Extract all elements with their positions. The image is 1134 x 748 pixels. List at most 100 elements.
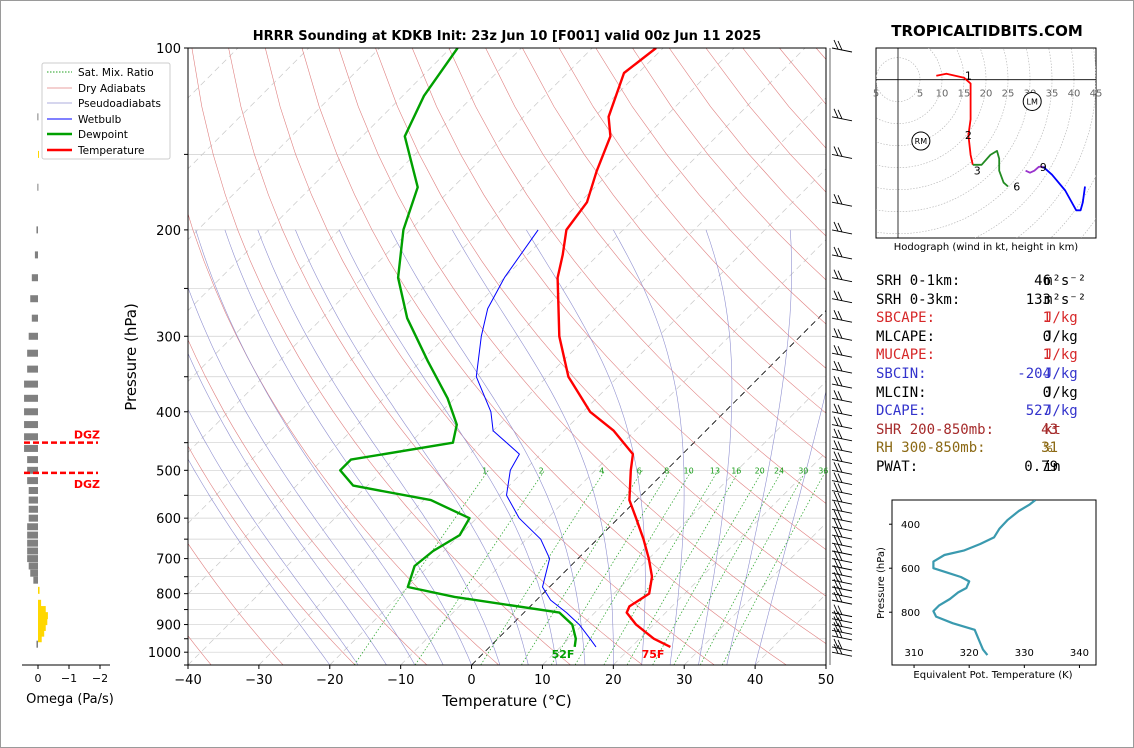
barb-flag (837, 40, 843, 51)
storm-motion-label: RM (915, 137, 928, 146)
barb-flag (833, 542, 839, 553)
dry-adiabat-line (595, 48, 826, 325)
hodograph-segment (972, 149, 1009, 188)
omega-bar (27, 523, 38, 531)
legend-label-temperature: Temperature (77, 145, 145, 157)
wind-barb (831, 472, 853, 486)
wind-barb (831, 542, 853, 556)
wind-barbs (829, 39, 853, 665)
omega-bar (27, 456, 38, 464)
barb-flag (833, 557, 839, 568)
wind-barb (831, 591, 853, 605)
omega-bar (30, 295, 38, 303)
stat-value: 0.79 (1024, 458, 1058, 475)
dgz-label: DGZ (74, 478, 100, 491)
dry-adiabat-line (265, 48, 715, 665)
barb-flag (833, 39, 839, 50)
stat-unit: J/kg (1044, 384, 1078, 401)
dry-adiabat-line (188, 445, 356, 665)
wind-barb (831, 328, 853, 341)
stat-unit: J/kg (1044, 403, 1078, 420)
wind-barb (831, 509, 853, 523)
omega-x-tick-label: −1 (61, 672, 77, 685)
barb-flag (837, 247, 843, 258)
stat-row: MLCAPE: 0 J/kg (876, 328, 1106, 347)
legend-label-mixratio: Sat. Mix. Ratio (78, 67, 154, 79)
barb-flag (833, 622, 839, 632)
omega-bar (38, 629, 45, 637)
omega-ticks: 0 −1 −2 (35, 665, 108, 685)
wind-barb (831, 572, 853, 585)
x-tick-label: 0 (467, 673, 475, 688)
temperature-profile (556, 48, 671, 648)
stat-value: 527 (1025, 403, 1051, 420)
omega-bar (28, 332, 38, 340)
barb-flag (833, 572, 839, 582)
hodograph-rings (876, 48, 1096, 238)
barb-flag (833, 616, 839, 626)
dry-adiabat-line (191, 48, 571, 665)
hodograph-segment (936, 72, 972, 100)
pseudoadiabat-line (295, 229, 529, 665)
y-tick-label: 900 (156, 619, 181, 634)
theta-e-y-tick-label: 800 (901, 608, 920, 619)
mixing-ratio-label: 6 (637, 467, 642, 476)
omega-bar (31, 314, 38, 322)
omega-bar (27, 547, 38, 555)
omega-bar (24, 421, 38, 429)
dry-adiabat-line (228, 48, 643, 665)
barb-flag (837, 417, 843, 427)
isotherm-line (329, 168, 826, 665)
omega-bar (37, 113, 39, 121)
barb-flag (833, 345, 839, 355)
wind-barb (831, 403, 853, 417)
barb-flag (837, 441, 843, 451)
stat-label: RH 300-850mb: (876, 440, 986, 457)
hodograph-segment (1025, 165, 1044, 174)
wind-barb (831, 269, 853, 283)
barb-flag (833, 390, 839, 400)
barb-flag (833, 591, 839, 602)
pseudoadiabat-line (188, 286, 416, 665)
y-tick-label: 600 (156, 512, 181, 527)
stat-unit: kt (1044, 421, 1061, 438)
barb-flag (833, 375, 839, 386)
barb-flag (833, 610, 839, 620)
stat-value: 133 (1025, 291, 1051, 308)
barb-flag (833, 194, 839, 204)
wind-barb (831, 375, 853, 389)
theta-e-y-tick-label: 600 (901, 564, 920, 575)
wind-barb (831, 440, 853, 453)
barb-flag (837, 573, 843, 583)
x-tick-label: 40 (747, 673, 764, 688)
barb-flag (837, 291, 843, 301)
hodograph-height-label: 6 (1013, 181, 1020, 194)
chart-title: HRRR Sounding at KDKB Init: 23z Jun 10 [… (253, 29, 761, 44)
mixing-ratio-label: 10 (684, 467, 694, 476)
barb-flag (837, 611, 843, 621)
wind-barb (831, 108, 853, 122)
omega-bar (38, 635, 42, 643)
omega-bars (24, 113, 48, 648)
omega-bar (24, 394, 38, 402)
barb-flag (837, 195, 843, 205)
isotherm-line (188, 48, 735, 595)
barb-flag (837, 310, 843, 321)
barb-flag (837, 346, 843, 356)
wind-barb (831, 416, 853, 430)
surface-dewpoint-label: 52F (552, 648, 575, 661)
wind-barb (831, 194, 853, 207)
dry-adiabat-line (558, 48, 826, 369)
stat-unit: % (1044, 440, 1053, 457)
skewt-x-label: Temperature (°C) (441, 692, 571, 710)
barb-flag (837, 527, 843, 538)
theta-e-profile (932, 500, 1037, 656)
omega-bar (27, 466, 38, 474)
barb-flag (837, 566, 843, 576)
dry-adiabat-line (188, 543, 284, 665)
dry-adiabat-line (448, 48, 826, 504)
dry-adiabat-line (375, 48, 826, 597)
barb-flag (833, 627, 839, 638)
x-tick-label: −40 (174, 673, 201, 688)
